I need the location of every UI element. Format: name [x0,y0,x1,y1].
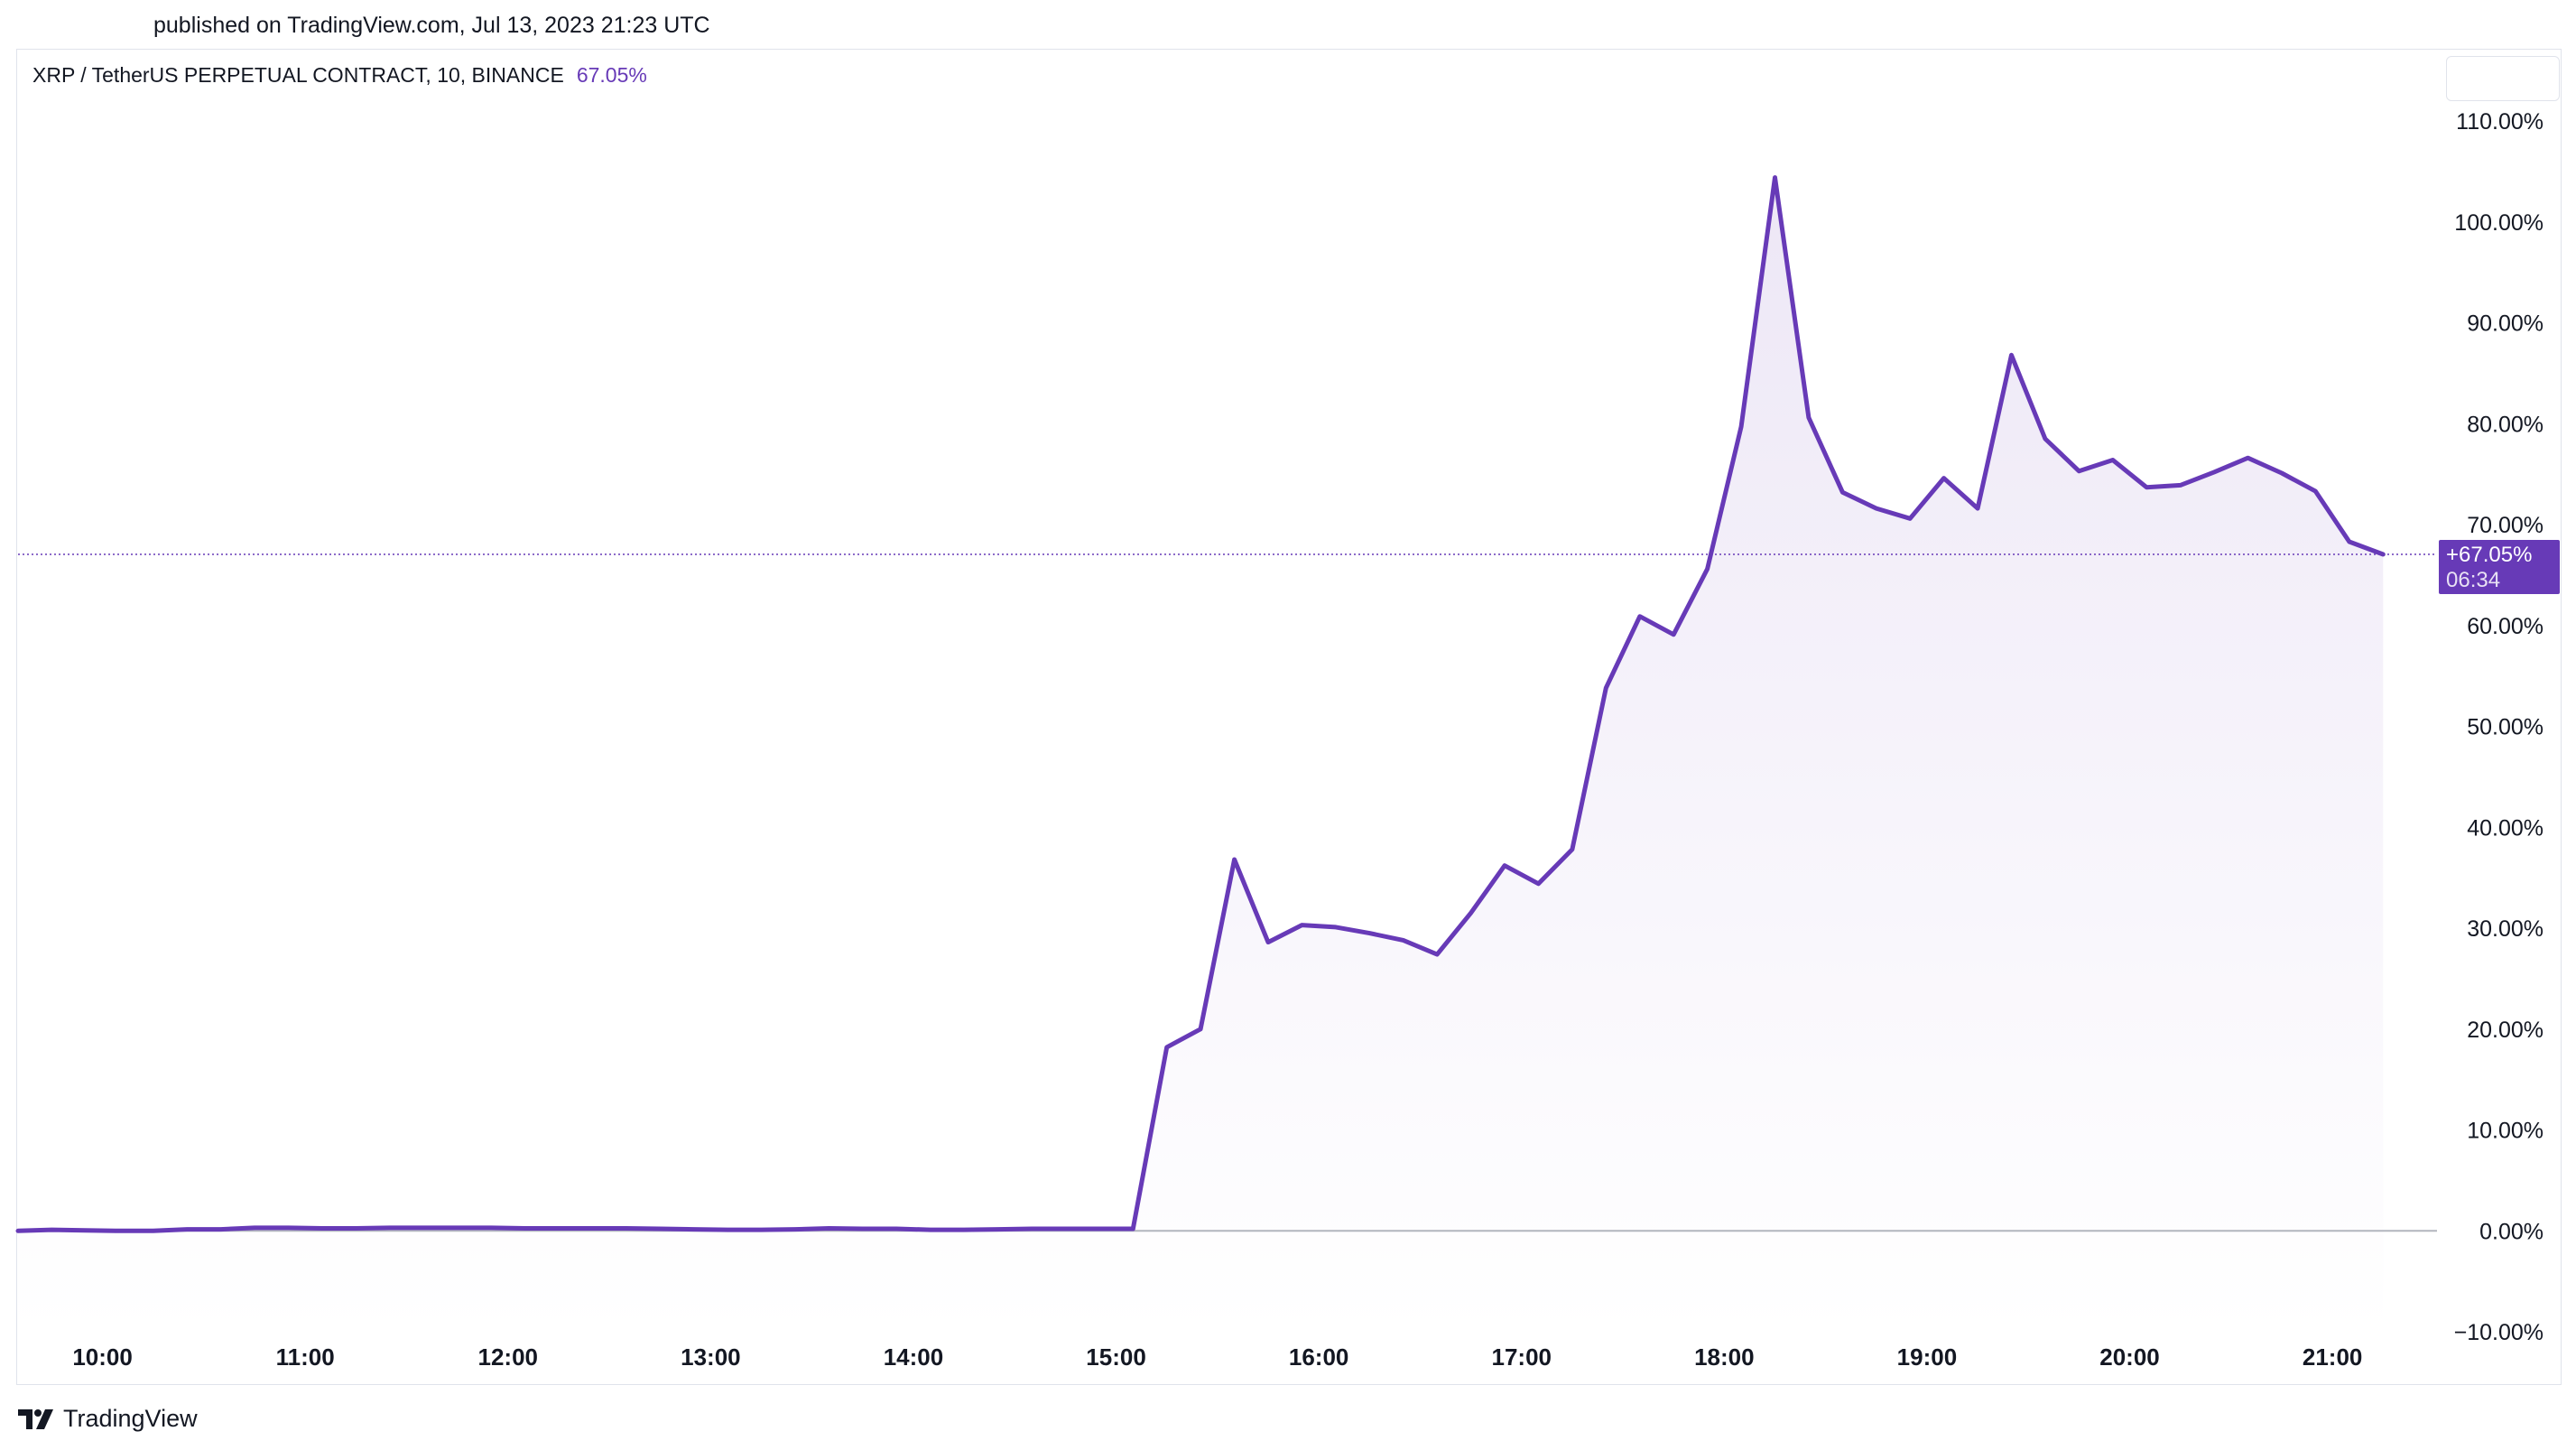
x-tick-label: 21:00 [2303,1343,2363,1371]
x-tick-label: 14:00 [884,1343,944,1371]
change-percent: 67.05% [576,63,647,87]
price-tag-countdown: 06:34 [2446,568,2500,592]
y-tick-label: 50.00% [2467,715,2544,740]
x-tick-label: 11:00 [276,1343,335,1371]
y-tick-label: 20.00% [2467,1018,2544,1043]
x-tick-label: 12:00 [478,1343,539,1371]
y-tick-label: 40.00% [2467,815,2544,841]
chart-frame [16,49,2562,1385]
y-tick-label: 0.00% [2479,1219,2544,1244]
x-tick-label: 15:00 [1086,1343,1146,1371]
y-tick-label: −10.00% [2454,1320,2544,1345]
chart-control-box[interactable] [2446,56,2560,101]
x-tick-label: 17:00 [1491,1343,1552,1371]
symbol-title[interactable]: XRP / TetherUS PERPETUAL CONTRACT, 10, B… [32,63,564,87]
y-tick-label: 10.00% [2467,1119,2544,1144]
published-note: published on TradingView.com, Jul 13, 20… [153,13,710,38]
x-tick-label: 16:00 [1289,1343,1349,1371]
y-tick-label: 80.00% [2467,412,2544,437]
y-tick-label: 90.00% [2467,311,2544,337]
x-tick-label: 13:00 [681,1343,741,1371]
y-tick-label: 60.00% [2467,614,2544,639]
tradingview-brand: TradingView [63,1405,198,1432]
x-tick-label: 19:00 [1897,1343,1958,1371]
tradingview-logo-icon [18,1408,53,1429]
x-tick-label: 18:00 [1694,1343,1755,1371]
footer: TradingView [18,1405,198,1433]
series-area [18,177,2384,1333]
y-tick-label: 30.00% [2467,916,2544,942]
x-tick-label: 20:00 [2099,1343,2160,1371]
price-tag-value: +67.05% [2446,543,2532,567]
y-tick-label: 100.00% [2454,210,2544,236]
y-tick-label: 110.00% [2456,109,2544,135]
price-tag [2439,539,2560,594]
chart-header: XRP / TetherUS PERPETUAL CONTRACT, 10, B… [32,63,647,88]
series-line [15,175,2386,1233]
x-tick-label: 10:00 [72,1343,133,1371]
y-tick-label: 70.00% [2467,513,2544,538]
